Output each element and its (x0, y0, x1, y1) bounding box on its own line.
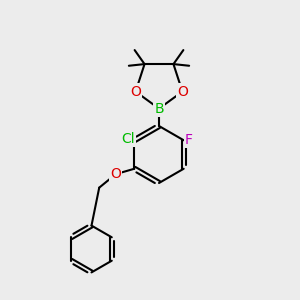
Text: F: F (185, 133, 193, 147)
Text: O: O (130, 85, 141, 99)
Text: Cl: Cl (121, 132, 134, 146)
Text: O: O (110, 167, 121, 181)
Text: O: O (177, 85, 188, 99)
Text: B: B (154, 102, 164, 116)
